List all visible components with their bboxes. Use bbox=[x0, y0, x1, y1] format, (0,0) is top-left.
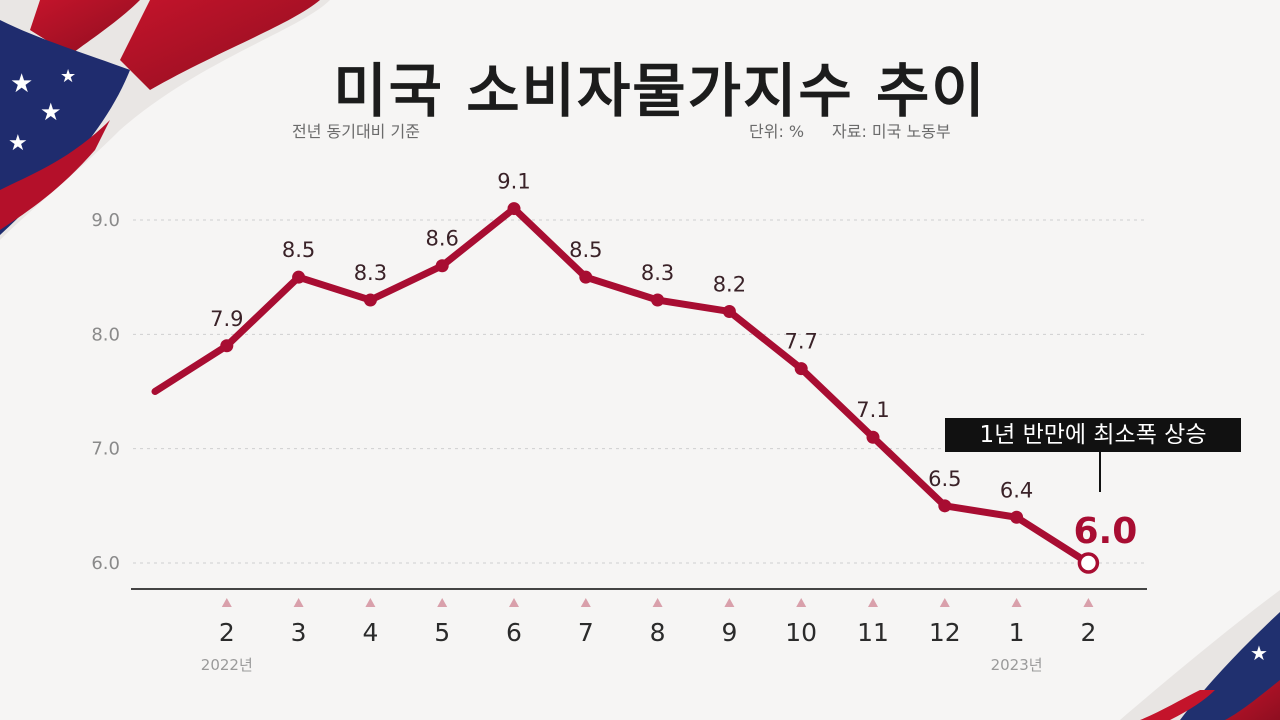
x-tick-label: 7 bbox=[578, 618, 594, 647]
unit-note: 단위: % bbox=[749, 122, 805, 141]
data-label: 8.3 bbox=[354, 261, 387, 285]
data-label: 8.5 bbox=[569, 238, 602, 262]
data-point bbox=[507, 202, 521, 216]
data-label: 7.9 bbox=[210, 307, 243, 331]
data-point bbox=[1010, 510, 1024, 524]
data-point bbox=[1077, 552, 1100, 574]
year-label: 2023년 bbox=[991, 656, 1043, 674]
data-point bbox=[435, 259, 449, 273]
y-tick-label: 7.0 bbox=[91, 439, 120, 460]
data-point bbox=[363, 293, 377, 307]
x-tick-marker bbox=[868, 598, 878, 607]
x-tick-label: 10 bbox=[785, 618, 817, 647]
data-point bbox=[938, 499, 952, 513]
x-tick-marker bbox=[939, 598, 950, 607]
flag-decoration-bottom-right: ★ bbox=[1120, 590, 1280, 720]
x-tick-label: 4 bbox=[362, 618, 378, 647]
x-tick-label: 2 bbox=[219, 618, 235, 647]
chart-title: 미국 소비자물가지수 추이 bbox=[333, 57, 987, 125]
data-point bbox=[292, 270, 306, 284]
year-label: 2022년 bbox=[201, 656, 253, 674]
data-label: 8.3 bbox=[641, 261, 674, 285]
data-label: 8.2 bbox=[713, 272, 746, 296]
svg-text:★: ★ bbox=[40, 98, 62, 126]
data-label: 6.5 bbox=[928, 467, 961, 491]
x-tick-marker bbox=[1083, 598, 1094, 607]
data-point bbox=[579, 270, 593, 284]
x-tick-marker bbox=[509, 598, 519, 607]
x-tick-marker bbox=[437, 598, 448, 607]
y-tick-label: 8.0 bbox=[91, 324, 120, 345]
x-tick-label: 3 bbox=[291, 618, 307, 647]
svg-text:★: ★ bbox=[8, 131, 28, 156]
data-label: 6.4 bbox=[1000, 478, 1033, 502]
x-tick-label: 8 bbox=[650, 618, 666, 647]
x-tick-label: 12 bbox=[929, 618, 961, 647]
x-tick-marker bbox=[1011, 598, 1022, 607]
data-point bbox=[866, 430, 880, 444]
flag-decoration-top-left: ★ ★ ★ ★ bbox=[0, 0, 330, 240]
data-label: 8.5 bbox=[282, 238, 315, 262]
x-tick-label: 9 bbox=[721, 618, 737, 647]
data-point bbox=[220, 339, 234, 353]
svg-text:★: ★ bbox=[1250, 641, 1268, 665]
callout-box: 1년 반만에 최소폭 상승 bbox=[945, 418, 1241, 452]
x-tick-marker bbox=[796, 598, 807, 607]
x-tick-label: 6 bbox=[506, 618, 522, 647]
x-tick-marker bbox=[652, 598, 663, 607]
chart-subtitle: 전년 동기대비 기준 bbox=[292, 122, 420, 141]
data-point bbox=[651, 293, 665, 307]
x-tick-label: 5 bbox=[434, 618, 450, 647]
data-label: 7.7 bbox=[784, 330, 817, 354]
x-tick-label: 2 bbox=[1080, 618, 1096, 647]
source-note: 자료: 미국 노동부 bbox=[832, 122, 951, 141]
x-tick-label: 1 bbox=[1009, 618, 1025, 647]
svg-text:★: ★ bbox=[60, 66, 76, 87]
x-tick-marker bbox=[221, 598, 232, 607]
svg-text:★: ★ bbox=[10, 69, 33, 99]
data-label: 8.6 bbox=[425, 227, 458, 251]
x-tick-label: 11 bbox=[857, 618, 889, 647]
series-line bbox=[151, 205, 1092, 567]
data-point bbox=[722, 304, 736, 318]
data-label: 9.1 bbox=[497, 170, 530, 194]
x-tick-marker bbox=[293, 598, 304, 607]
x-tick-marker bbox=[580, 598, 591, 607]
data-label: 7.1 bbox=[856, 398, 889, 422]
data-label: 6.0 bbox=[1074, 511, 1138, 552]
data-point bbox=[794, 362, 808, 376]
y-tick-label: 9.0 bbox=[91, 210, 120, 231]
y-tick-label: 6.0 bbox=[91, 553, 120, 574]
x-tick-marker bbox=[724, 598, 735, 607]
x-tick-marker bbox=[365, 598, 376, 607]
